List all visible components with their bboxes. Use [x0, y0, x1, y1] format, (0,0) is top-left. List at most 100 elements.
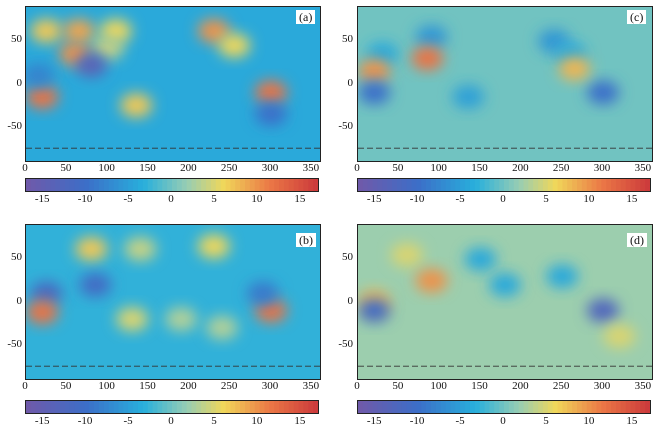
colorbar-segment: [298, 401, 304, 413]
colorbar-segment: [489, 401, 495, 413]
colorbar-segment: [625, 401, 632, 413]
colorbar-segment: [157, 179, 163, 191]
colorbar-segment: [74, 179, 81, 191]
colorbar-segment: [313, 401, 318, 413]
colorbar-segment: [201, 401, 207, 413]
colorbar-segment: [142, 401, 149, 413]
colorbar-segment: [123, 401, 129, 413]
colorbar-segment: [269, 401, 275, 413]
heatmap-anomaly: [489, 272, 521, 297]
colorbar-segment: [240, 179, 246, 191]
colorbar-a: [25, 178, 319, 192]
colorbar-segment: [225, 401, 231, 413]
heatmap-anomaly: [464, 247, 497, 272]
panel-label-a: (a): [296, 10, 316, 24]
colorbar-tick-label: 10: [251, 415, 263, 427]
y-tick-label: 50: [342, 33, 353, 45]
heatmap-anomaly: [218, 33, 251, 58]
colorbar-segment: [26, 179, 32, 191]
colorbar-segment: [479, 401, 486, 413]
colorbar-segment: [416, 401, 422, 413]
colorbar-segment: [274, 179, 280, 191]
colorbar-segment: [382, 401, 388, 413]
colorbar-segment: [137, 401, 144, 413]
colorbar-segment: [235, 401, 241, 413]
colorbar-segment: [611, 401, 617, 413]
colorbar-segment: [84, 401, 90, 413]
colorbar-c: [357, 178, 651, 192]
map-frame-b: [25, 224, 321, 380]
colorbar-tick-label: 0: [500, 415, 506, 427]
heatmap-anomaly: [120, 93, 153, 118]
colorbar-segment: [508, 401, 515, 413]
colorbar-tick-label: -10: [77, 415, 93, 427]
colorbar-segment: [60, 179, 66, 191]
colorbar-segment: [94, 179, 100, 191]
colorbar-segment: [264, 179, 270, 191]
colorbar-segment: [606, 179, 612, 191]
colorbar-segment: [489, 179, 495, 191]
heatmap-anomaly: [246, 281, 279, 306]
colorbar-segment: [293, 401, 300, 413]
heatmap-anomaly: [255, 80, 287, 105]
heatmap-anomaly: [546, 264, 579, 289]
colorbar-segment: [64, 401, 71, 413]
colorbar-segment: [435, 179, 442, 191]
colorbar-segment: [259, 401, 266, 413]
colorbar-tick-label: -5: [123, 193, 133, 205]
colorbar-tick-label: 15: [294, 415, 306, 427]
x-tick-label: 200: [512, 380, 529, 392]
heatmap-anomaly: [358, 298, 391, 323]
colorbar-segment: [392, 401, 398, 413]
colorbar-segment: [283, 179, 290, 191]
colorbar-segment: [406, 179, 413, 191]
colorbar-segment: [372, 401, 379, 413]
x-tick-label: 350: [302, 162, 320, 174]
colorbar-tick-label: -5: [455, 193, 465, 205]
colorbar-segment: [431, 401, 437, 413]
colorbar-segment: [186, 401, 193, 413]
colorbar-segment: [591, 179, 598, 191]
colorbar-segment: [283, 401, 290, 413]
colorbar-segment: [191, 179, 197, 191]
colorbar-segment: [372, 179, 379, 191]
x-tick-label: 300: [261, 162, 279, 174]
colorbar-segment: [469, 401, 476, 413]
colorbar-gradient-b: [26, 401, 318, 413]
y-tick-label: 50: [342, 251, 353, 263]
heatmap-anomaly: [26, 63, 55, 88]
colorbar-segment: [396, 179, 403, 191]
colorbar-segment: [601, 179, 607, 191]
heatmap-anomaly: [26, 84, 59, 109]
colorbar-segment: [504, 179, 510, 191]
colorbar-segment: [245, 179, 251, 191]
colorbar-segment: [596, 179, 602, 191]
heatmap-anomaly: [587, 80, 619, 105]
colorbar-segment: [196, 179, 202, 191]
colorbar-segment: [210, 179, 217, 191]
colorbar-segment: [440, 179, 447, 191]
colorbar-segment: [411, 179, 417, 191]
colorbar-segment: [586, 401, 593, 413]
colorbar-segment: [254, 401, 261, 413]
colorbar-segment: [431, 179, 437, 191]
colorbar-segment: [523, 179, 529, 191]
colorbar-segment: [426, 401, 432, 413]
colorbar-segment: [215, 179, 222, 191]
y-tick-label: 50: [11, 33, 22, 45]
colorbar-ticks-b: -15 -10 -5 0 5 10 15: [25, 416, 317, 428]
colorbar-segment: [518, 179, 525, 191]
colorbar-segment: [362, 401, 369, 413]
heatmap-b: [26, 225, 320, 379]
colorbar-segment: [377, 401, 383, 413]
colorbar-segment: [264, 401, 270, 413]
colorbar-tick-label: 10: [583, 193, 595, 205]
panel-label-d: (d): [627, 233, 647, 247]
colorbar-segment: [201, 179, 207, 191]
panel-d: (d) 50 0 -50 0 50 100 150 200 250 300 350 -15 -1…: [330, 220, 660, 430]
colorbar-segment: [118, 401, 124, 413]
x-tick-label: 100: [98, 380, 115, 392]
colorbar-segment: [557, 179, 563, 191]
heatmap-anomaly: [197, 18, 230, 43]
x-tick-label: 0: [354, 380, 360, 392]
